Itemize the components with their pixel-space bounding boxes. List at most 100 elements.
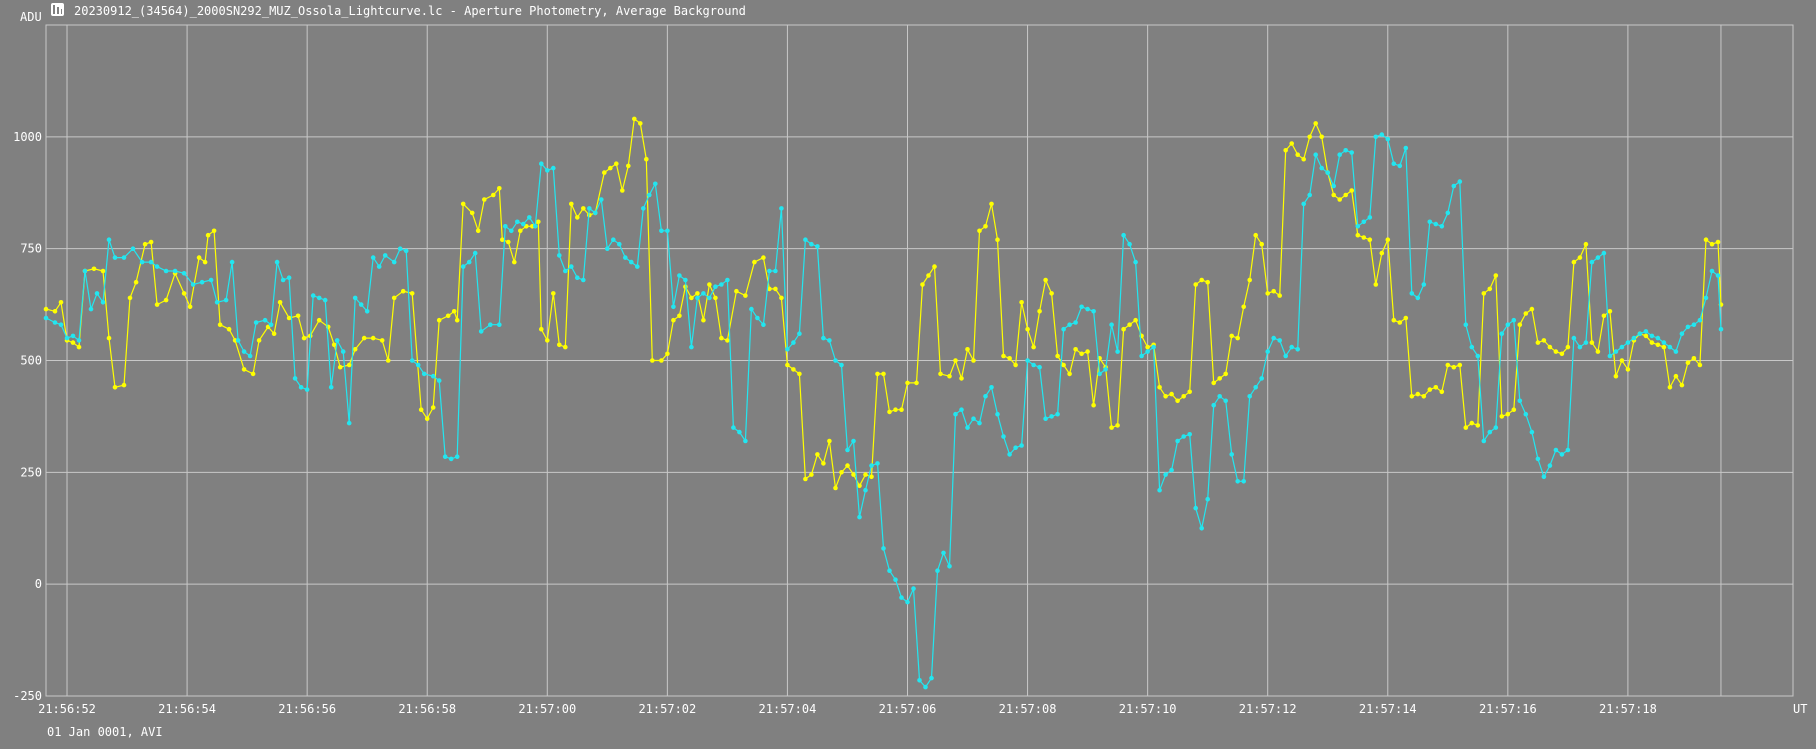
series-1-point — [626, 163, 631, 169]
series-1-point — [1073, 347, 1078, 352]
series-2-point — [581, 277, 586, 283]
series-1-point — [148, 239, 154, 245]
series-1-point — [127, 295, 133, 301]
series-2-point — [391, 259, 397, 265]
series-1-point — [1559, 351, 1565, 357]
series-2-point — [1565, 447, 1571, 453]
series-1-point — [1061, 362, 1066, 368]
series-1-point — [451, 309, 457, 314]
series-1-point — [181, 291, 187, 296]
series-2-point — [488, 322, 493, 328]
series-1-point — [1535, 340, 1541, 345]
series-1-point — [1049, 291, 1054, 296]
series-1-point — [725, 338, 730, 343]
series-2-point — [1517, 398, 1523, 404]
series-2-point — [1607, 353, 1613, 359]
series-1-point — [1001, 353, 1006, 359]
series-2-point — [1475, 353, 1481, 359]
series-2-point — [527, 215, 532, 220]
x-tick-label: 21:57:08 — [999, 702, 1057, 716]
series-1-point — [1283, 148, 1288, 153]
series-2 — [43, 132, 1724, 690]
series-2-point — [1649, 333, 1655, 339]
series-2-point — [635, 264, 640, 269]
series-2-point — [304, 387, 310, 392]
x-tick-label: 21:57:10 — [1119, 702, 1177, 716]
series-2-point — [1025, 358, 1030, 363]
series-2-point — [1487, 429, 1493, 435]
series-1-point — [638, 121, 643, 126]
series-1-point — [644, 156, 649, 162]
lightcurve-app-icon[interactable] — [51, 3, 64, 16]
series-1-point — [1043, 277, 1048, 283]
series-2-point — [1307, 192, 1312, 198]
series-1-point — [1265, 291, 1270, 296]
series-1-point — [1403, 315, 1409, 321]
series-2-point — [911, 586, 916, 591]
series-2-point — [887, 568, 892, 573]
series-1-point — [301, 335, 307, 341]
series-2-point — [1019, 443, 1024, 448]
series-1-point — [1397, 320, 1403, 325]
series-2-point — [791, 340, 796, 345]
series-2-point — [334, 338, 340, 343]
series-2-point — [1283, 353, 1288, 359]
series-2-point — [935, 568, 940, 573]
series-2-point — [845, 447, 850, 453]
series-1-point — [1517, 322, 1523, 328]
series-2-point — [358, 302, 364, 307]
series-2-point — [1709, 268, 1715, 274]
series-1-point — [121, 382, 127, 388]
series-2-point — [1511, 317, 1517, 323]
series-2-point — [1445, 210, 1451, 216]
series-2-point — [785, 347, 790, 352]
series-2-point — [893, 577, 898, 582]
series-2-point — [587, 206, 592, 211]
series-2-point — [235, 338, 241, 343]
series-2-point — [262, 317, 268, 323]
series-1-point — [1577, 255, 1583, 260]
series-2-point — [1235, 479, 1240, 484]
series-1-point — [1343, 192, 1348, 198]
series-1-point — [1115, 423, 1120, 428]
series-1-point — [1091, 402, 1096, 408]
series-2-point — [1409, 291, 1415, 296]
series-2-point — [611, 237, 616, 242]
series-2-point — [1481, 438, 1487, 444]
series-1-point — [512, 259, 517, 265]
series-2-point — [208, 277, 214, 283]
series-1-point — [671, 317, 676, 323]
series-2-point — [148, 259, 154, 265]
series-2-point — [460, 264, 466, 269]
series-1-point — [743, 293, 748, 298]
series-2-point — [1583, 340, 1589, 345]
series-1-point — [1295, 152, 1300, 157]
series-2-point — [815, 244, 820, 249]
series-2-point — [1103, 367, 1108, 372]
series-layer — [43, 116, 1724, 690]
series-1-point — [1715, 239, 1721, 245]
series-2-point — [857, 514, 862, 520]
series-2-point — [629, 259, 634, 265]
series-1-point — [1691, 356, 1697, 361]
x-tick-label: 21:57:06 — [879, 702, 937, 716]
series-2-point — [563, 268, 568, 274]
series-1-point — [346, 362, 352, 368]
series-1-point — [1337, 197, 1342, 202]
series-1-point — [959, 376, 964, 381]
series-2-point — [181, 271, 187, 276]
series-2-point — [247, 353, 253, 359]
series-1-point — [983, 224, 988, 229]
series-2-point — [292, 376, 298, 381]
series-1-point — [1253, 232, 1258, 238]
series-1-point — [1463, 425, 1469, 430]
series-1-point — [1439, 389, 1445, 395]
series-2-point — [1337, 152, 1342, 157]
series-1-point — [1583, 241, 1589, 247]
series-1-point — [734, 288, 739, 294]
series-1-point — [112, 385, 118, 390]
series-1-point — [761, 255, 766, 260]
series-1-point — [752, 259, 757, 265]
series-2-point — [749, 306, 754, 312]
